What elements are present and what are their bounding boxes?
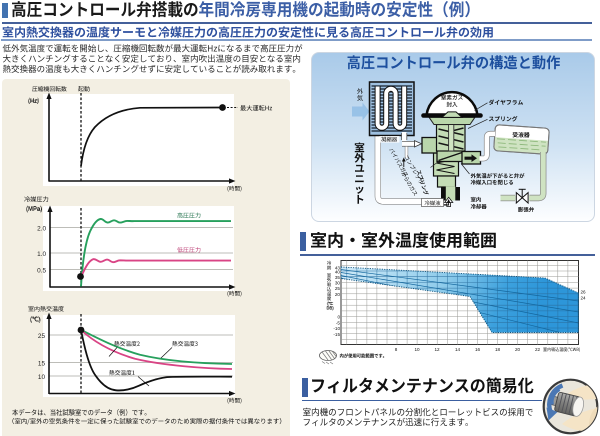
svg-text:10: 10 — [38, 374, 46, 381]
svg-text:15: 15 — [38, 360, 46, 367]
svg-text:40: 40 — [335, 269, 341, 274]
svg-text:0: 0 — [337, 315, 340, 320]
svg-text:(MPa): (MPa) — [26, 207, 42, 213]
svg-text:0.5: 0.5 — [37, 267, 46, 274]
svg-text:25: 25 — [335, 286, 341, 291]
svg-text:30: 30 — [335, 281, 341, 286]
svg-text:12: 12 — [434, 347, 440, 352]
svg-text:20: 20 — [515, 347, 521, 352]
svg-text:-5: -5 — [336, 320, 341, 325]
svg-text:20: 20 — [335, 292, 341, 297]
svg-text:22: 22 — [535, 347, 541, 352]
svg-text:1.0: 1.0 — [37, 251, 46, 258]
svg-text:-15: -15 — [333, 332, 340, 337]
svg-text:14: 14 — [455, 347, 461, 352]
svg-text:16: 16 — [475, 347, 481, 352]
svg-text:43: 43 — [335, 265, 341, 270]
svg-text:35: 35 — [335, 275, 341, 280]
svg-text:2.0: 2.0 — [37, 225, 46, 232]
svg-text:25: 25 — [38, 333, 46, 340]
svg-text:24: 24 — [581, 295, 587, 300]
svg-text:8: 8 — [395, 347, 398, 352]
svg-text:-10: -10 — [333, 326, 340, 331]
svg-text:10: 10 — [414, 347, 420, 352]
svg-text:18: 18 — [495, 347, 501, 352]
svg-text:26: 26 — [581, 290, 587, 295]
